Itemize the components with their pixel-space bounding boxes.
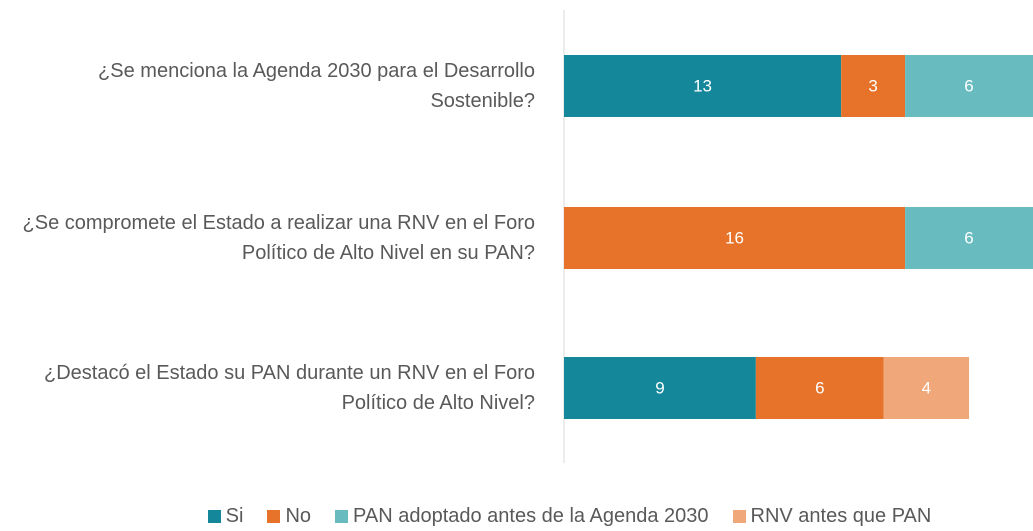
- data-label: 6: [815, 378, 824, 397]
- category-label: ¿Se compromete el Estado a realizar una …: [22, 212, 535, 264]
- data-label: 6: [964, 228, 973, 247]
- category-label: ¿Destacó el Estado su PAN durante un RNV…: [44, 362, 535, 414]
- bar-segment: [564, 357, 756, 419]
- data-label: 16: [725, 228, 744, 247]
- legend-swatch: [732, 510, 746, 523]
- legend-item: RNV antes que PAN: [732, 505, 932, 528]
- legend-label: RNV antes que PAN: [750, 505, 932, 527]
- bar-segment: [905, 55, 1033, 117]
- category-label: ¿Se menciona la Agenda 2030 para el Desa…: [98, 60, 535, 112]
- data-label: 3: [868, 76, 877, 95]
- data-label: 9: [655, 378, 664, 397]
- legend-label: PAN adoptado antes de la Agenda 2030: [353, 505, 709, 527]
- legend-item: PAN adoptado antes de la Agenda 2030: [335, 505, 709, 528]
- bar-segment: [841, 55, 906, 117]
- bar-segment: [905, 207, 1033, 269]
- bar-segment: [755, 357, 884, 419]
- legend-label: No: [285, 505, 312, 527]
- data-label: 4: [922, 378, 931, 397]
- legend: Si No PAN adoptado antes de la Agenda 2030…: [0, 505, 1033, 528]
- data-label: 6: [964, 76, 973, 95]
- bar-segment: [564, 55, 842, 117]
- data-label: 13: [693, 76, 712, 95]
- legend-item: No: [267, 505, 311, 528]
- legend-item: Si: [207, 505, 244, 528]
- bar-segment: [564, 207, 906, 269]
- legend-label: Si: [225, 505, 244, 527]
- legend-swatch: [207, 510, 221, 523]
- bar-segment: [883, 357, 970, 419]
- legend-swatch: [335, 510, 349, 523]
- legend-swatch: [267, 510, 281, 523]
